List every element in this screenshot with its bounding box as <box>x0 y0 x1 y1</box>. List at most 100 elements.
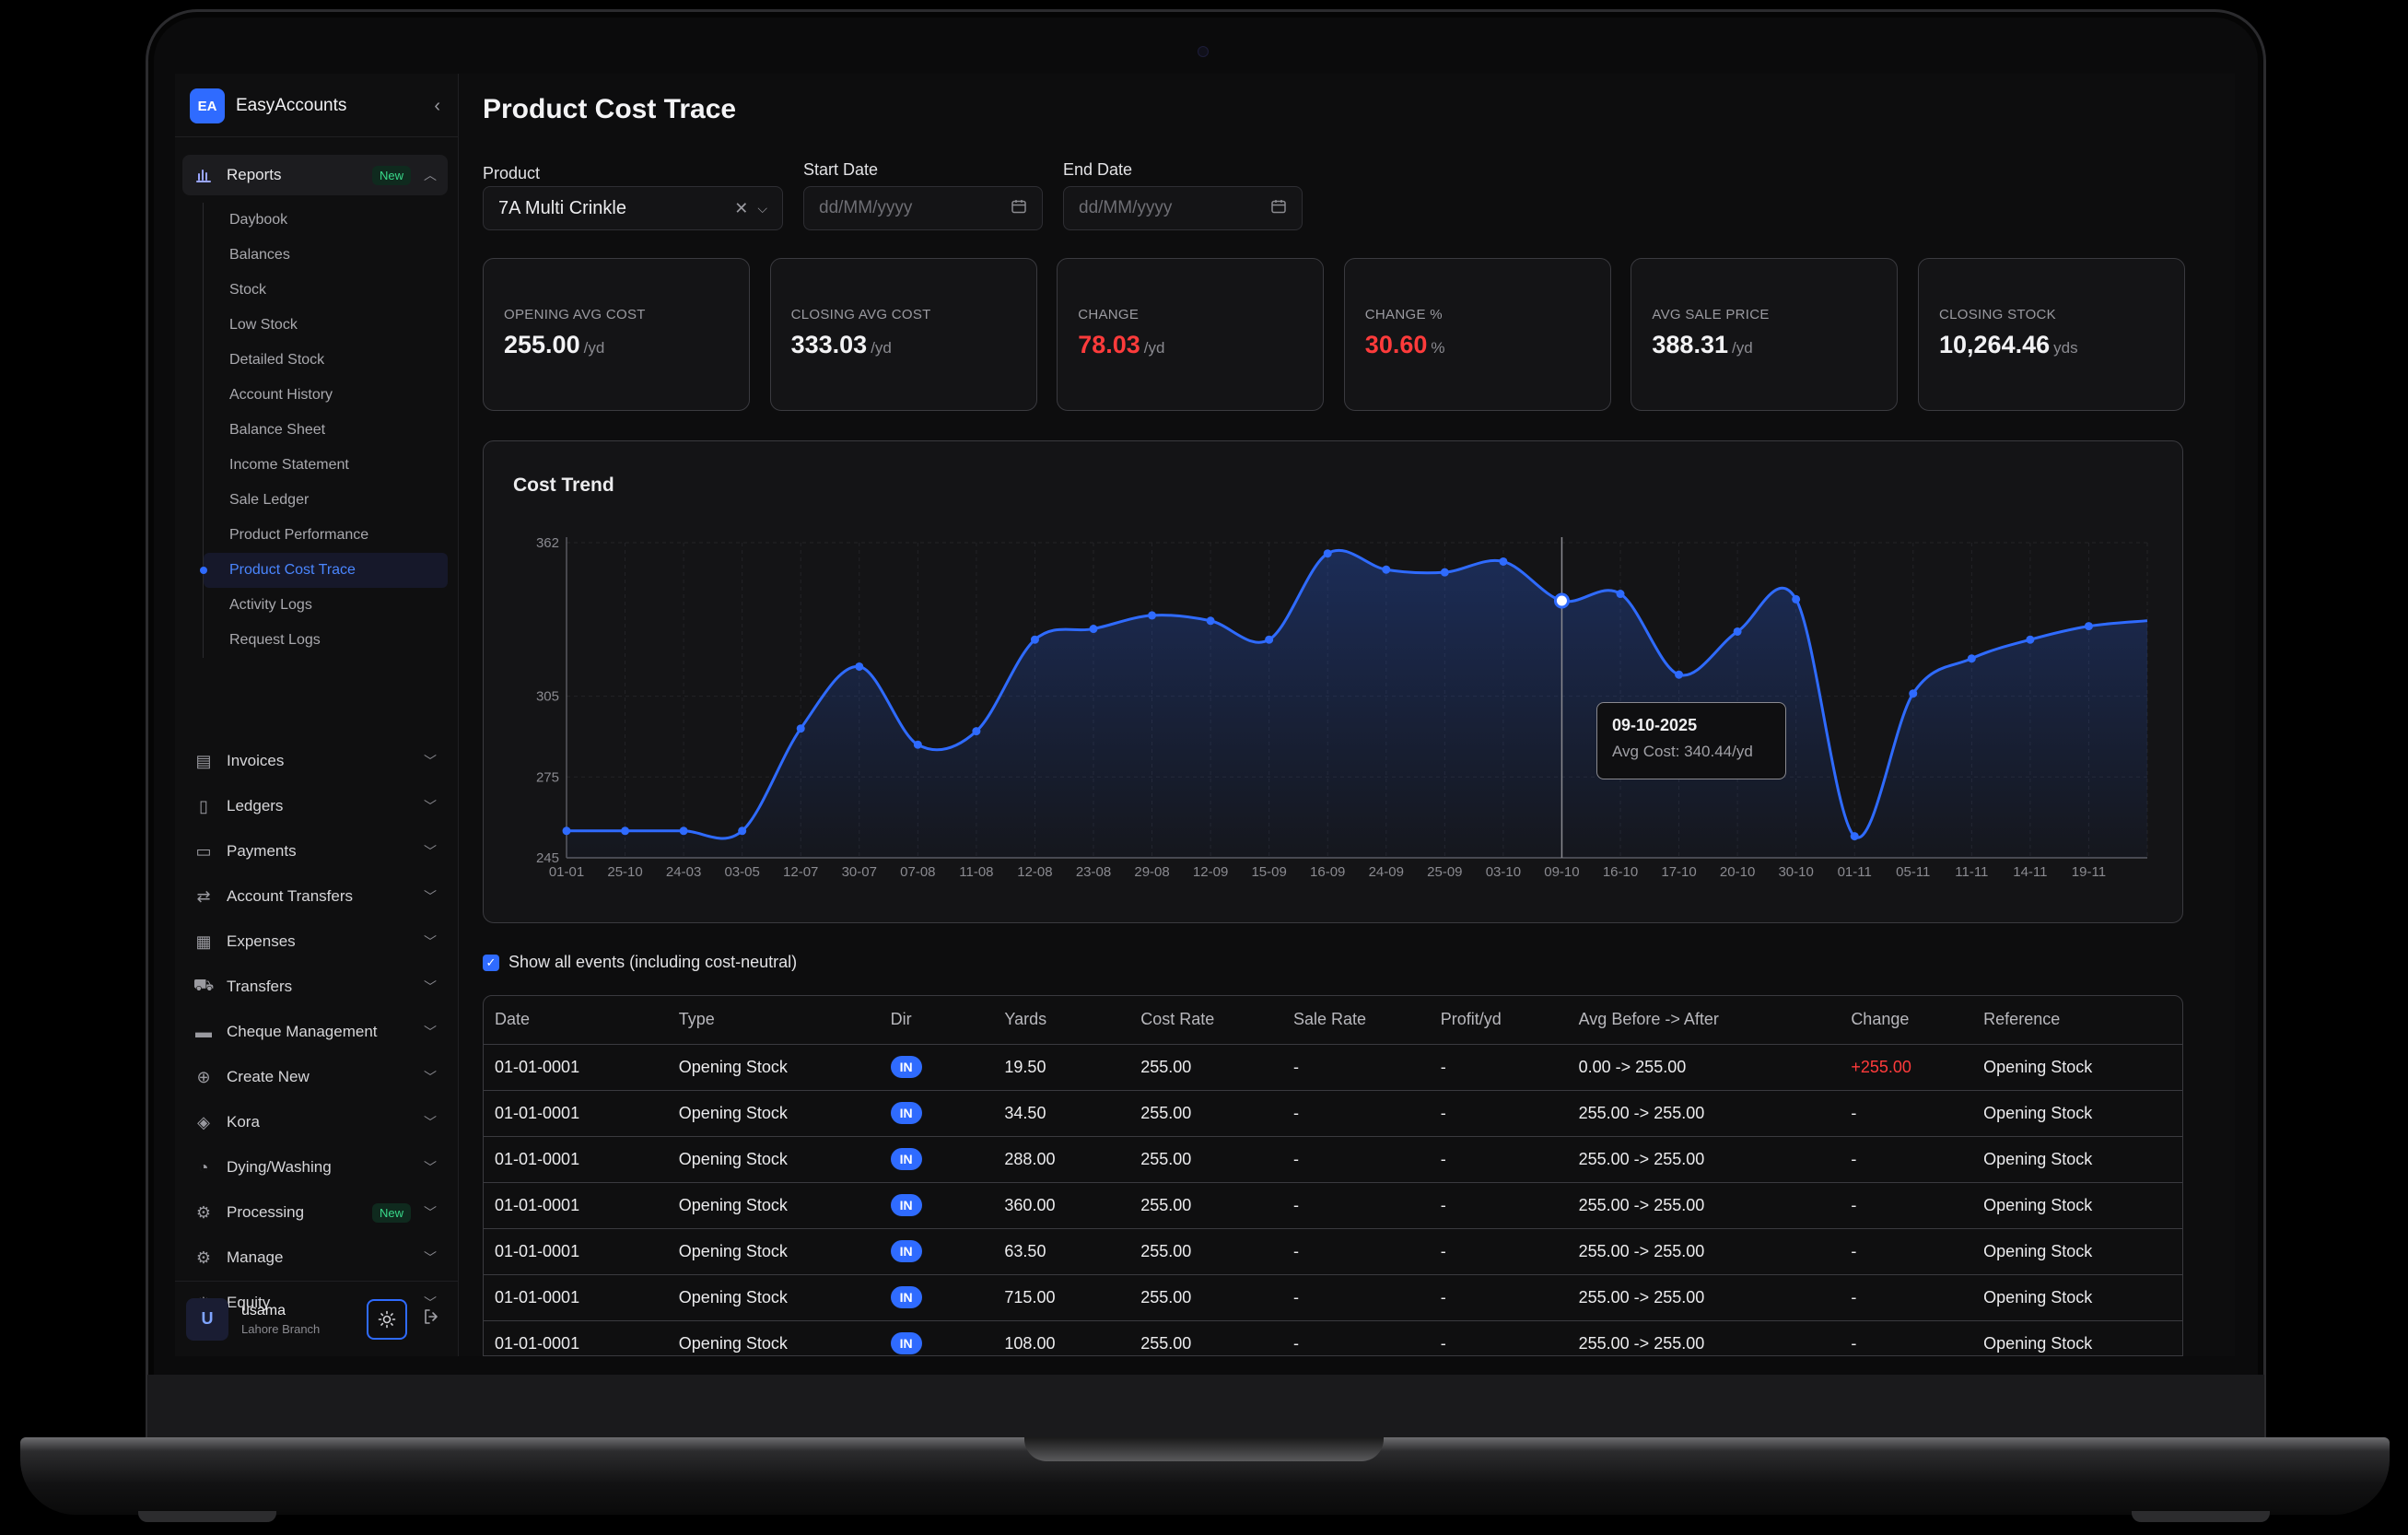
data-point <box>1323 549 1332 558</box>
sidebar-item-cheque-management[interactable]: ▬ Cheque Management ﹀ <box>182 1012 448 1052</box>
checkbox-checked-icon[interactable]: ✓ <box>483 954 499 971</box>
sidebar-subitem[interactable]: Account History <box>204 378 448 413</box>
data-point <box>1792 594 1801 603</box>
data-point <box>2026 635 2035 644</box>
table-row[interactable]: 01-01-0001 Opening Stock IN 360.00 255.00- -2… <box>484 1182 2182 1229</box>
column-header[interactable]: Yards <box>993 996 1130 1045</box>
sidebar-item-payments[interactable]: ▭ Payments ﹀ <box>182 831 448 872</box>
sidebar-item-reports[interactable]: Reports New ︿ <box>182 155 448 195</box>
sidebar-item-dying-washing[interactable]: ◔ Dying/Washing ﹀ <box>182 1147 448 1188</box>
x-tick-label: 03-10 <box>1486 864 1521 880</box>
table-header-row: Date Type Dir Yards Cost Rate Sale Rate Profit… <box>484 996 2182 1045</box>
column-header[interactable]: Sale Rate <box>1282 996 1430 1045</box>
calendar-icon[interactable] <box>1270 198 1287 219</box>
data-point <box>1206 616 1215 626</box>
sidebar-subitem[interactable]: Product Cost Trace <box>200 553 448 588</box>
cell-change: - <box>1840 1182 1973 1229</box>
column-header[interactable]: Type <box>667 996 880 1045</box>
kpi-unit: /yd <box>871 339 892 357</box>
sidebar-item-create-new[interactable]: ⊕ Create New ﹀ <box>182 1057 448 1097</box>
sidebar-item-kora[interactable]: ◈ Kora ﹀ <box>182 1102 448 1142</box>
column-header[interactable]: Cost Rate <box>1129 996 1283 1045</box>
column-header[interactable]: Avg Before -> After <box>1567 996 1841 1045</box>
table-row[interactable]: 01-01-0001 Opening Stock IN 288.00 255.00- -2… <box>484 1136 2182 1183</box>
clear-icon[interactable]: ✕ <box>734 198 749 217</box>
sidebar-subitem[interactable]: Balances <box>204 238 448 273</box>
book-icon: ▯ <box>199 796 208 815</box>
sidebar-subitem-label: Product Performance <box>229 527 369 543</box>
direction-badge: IN <box>890 1286 922 1308</box>
kpi-number: 255.00 <box>504 331 580 358</box>
sidebar-item-label: Expenses <box>227 932 296 950</box>
table-row[interactable]: 01-01-0001 Opening Stock IN 19.50 255.00- -0.… <box>484 1044 2182 1091</box>
sidebar-item-invoices[interactable]: ▤ Invoices ﹀ <box>182 741 448 781</box>
column-header[interactable]: Change <box>1840 996 1973 1045</box>
start-date-input[interactable]: dd/MM/yyyy <box>803 186 1043 230</box>
sidebar-subitem-label: Balances <box>229 247 290 263</box>
sidebar-item-account-transfers[interactable]: ⇄ Account Transfers ﹀ <box>182 876 448 917</box>
calendar-icon[interactable] <box>1011 198 1027 219</box>
cell-sale-rate: - <box>1282 1136 1430 1183</box>
end-date-label: End Date <box>1063 160 1133 179</box>
sidebar-subitem[interactable]: Income Statement <box>204 448 448 483</box>
column-header[interactable]: Profit/yd <box>1429 996 1568 1045</box>
x-tick-label: 12-09 <box>1193 864 1228 880</box>
sidebar-item-expenses[interactable]: ▦ Expenses ﹀ <box>182 921 448 962</box>
x-tick-label: 25-09 <box>1427 864 1462 880</box>
sidebar-item-processing[interactable]: ⚙ Processing New ﹀ <box>182 1192 448 1233</box>
chevron-down-icon: ﹀ <box>424 1160 437 1175</box>
sidebar-subitem[interactable]: Balance Sheet <box>204 413 448 448</box>
kpi-unit: /yd <box>583 339 605 357</box>
cell-avg: 255.00 -> 255.00 <box>1567 1320 1841 1355</box>
end-date-input[interactable]: dd/MM/yyyy <box>1063 186 1303 230</box>
sidebar-subitem[interactable]: Low Stock <box>204 308 448 343</box>
chevron-down-icon: ﹀ <box>424 1250 437 1265</box>
sidebar-subitem[interactable]: Sale Ledger <box>204 483 448 518</box>
column-header[interactable]: Reference <box>1972 996 2182 1045</box>
sidebar-subitem[interactable]: Activity Logs <box>204 588 448 623</box>
chart-tooltip: 09-10-2025 Avg Cost: 340.44/yd <box>1596 702 1786 779</box>
chevron-down-icon: ﹀ <box>424 1295 437 1310</box>
table-row[interactable]: 01-01-0001 Opening Stock IN 108.00 255.00- -2… <box>484 1320 2182 1355</box>
sidebar-subitem[interactable]: Detailed Stock <box>204 343 448 378</box>
show-all-events-toggle[interactable]: ✓ Show all events (including cost-neutra… <box>483 953 797 972</box>
product-select[interactable]: 7A Multi Crinkle ✕ ⌵ <box>483 186 783 230</box>
wallet-icon: ▭ <box>195 841 212 861</box>
column-header[interactable]: Dir <box>879 996 994 1045</box>
cell-sale-rate: - <box>1282 1044 1430 1091</box>
sidebar-subitem[interactable]: Product Performance <box>204 518 448 553</box>
sidebar-item-manage[interactable]: ⚙ Manage ﹀ <box>182 1237 448 1278</box>
sidebar-subitem-label: Stock <box>229 282 267 298</box>
sidebar-subitem[interactable]: Daybook <box>204 203 448 238</box>
direction-badge: IN <box>890 1332 922 1354</box>
user-bar: U usama Lahore Branch <box>175 1281 459 1356</box>
cell-dir: IN <box>879 1090 994 1137</box>
cost-trend-chart[interactable]: 245 275 305 362 01-01 25-10 24-03 03-05 12-07 30-… <box>484 441 2184 924</box>
direction-badge: IN <box>890 1148 922 1170</box>
chevron-down-icon: ﹀ <box>424 1115 437 1130</box>
sidebar-subitem[interactable]: Request Logs <box>204 623 448 658</box>
app-screen: EA EasyAccounts ‹ Reports New ︿ Daybook B… <box>175 74 2235 1356</box>
sidebar-item-ledgers[interactable]: ▯ Ledgers ﹀ <box>182 786 448 826</box>
x-tick-label: 01-11 <box>1838 864 1872 880</box>
column-header[interactable]: Date <box>484 996 668 1045</box>
sidebar-subitem-label: Balance Sheet <box>229 422 326 438</box>
kpi-label: CLOSING AVG COST <box>790 307 931 322</box>
user-branch: Lahore Branch <box>241 1321 321 1336</box>
sidebar-subitem[interactable]: Stock <box>204 273 448 308</box>
kpi-card: CHANGE % 30.60% <box>1343 258 1611 411</box>
cell-avg: 0.00 -> 255.00 <box>1567 1044 1841 1091</box>
collapse-sidebar-icon[interactable]: ‹ <box>434 95 440 116</box>
theme-toggle-button[interactable] <box>367 1298 407 1340</box>
table-row[interactable]: 01-01-0001 Opening Stock IN 34.50 255.00- -25… <box>484 1090 2182 1137</box>
laptop-bottom-bezel <box>147 1375 2264 1439</box>
sidebar-item-transfers[interactable]: ⛟ Transfers ﹀ <box>182 967 448 1007</box>
avatar[interactable]: U <box>186 1297 228 1341</box>
x-tick-label: 16-10 <box>1603 864 1638 880</box>
cell-yards: 19.50 <box>993 1044 1130 1091</box>
table-row[interactable]: 01-01-0001 Opening Stock IN 715.00 255.00- -2… <box>484 1274 2182 1321</box>
table-row[interactable]: 01-01-0001 Opening Stock IN 63.50 255.00- -25… <box>484 1228 2182 1275</box>
sidebar: EA EasyAccounts ‹ Reports New ︿ Daybook B… <box>175 74 459 1356</box>
logout-icon[interactable] <box>422 1307 440 1330</box>
cell-reference: Opening Stock <box>1972 1044 2182 1091</box>
